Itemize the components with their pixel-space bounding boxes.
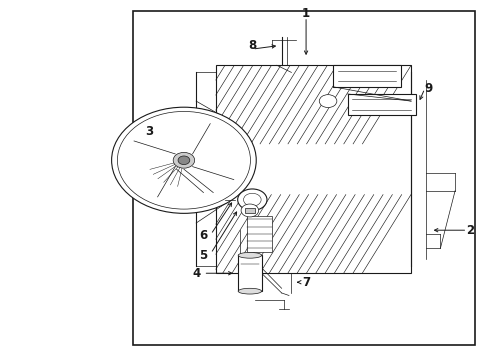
Bar [238,255,262,291]
Text: 1: 1 [302,7,310,20]
Bar [216,65,411,273]
Circle shape [238,189,267,211]
Text: 5: 5 [199,249,208,262]
Circle shape [241,204,259,217]
Bar [333,65,401,87]
Circle shape [112,107,256,213]
Text: 6: 6 [199,229,208,242]
Bar [143,125,155,196]
Circle shape [173,152,195,168]
Text: 9: 9 [424,82,432,95]
Circle shape [244,193,261,206]
Text: 4: 4 [192,267,200,280]
Ellipse shape [238,252,262,258]
Circle shape [319,95,337,108]
Bar [347,94,416,116]
Text: 7: 7 [302,276,310,289]
Bar [245,208,255,213]
Circle shape [118,112,250,209]
Circle shape [178,156,190,165]
Bar [247,216,272,252]
Bar [133,12,475,345]
Text: 3: 3 [146,125,154,138]
Text: 8: 8 [248,39,256,52]
Ellipse shape [238,288,262,294]
Text: 2: 2 [466,224,474,237]
